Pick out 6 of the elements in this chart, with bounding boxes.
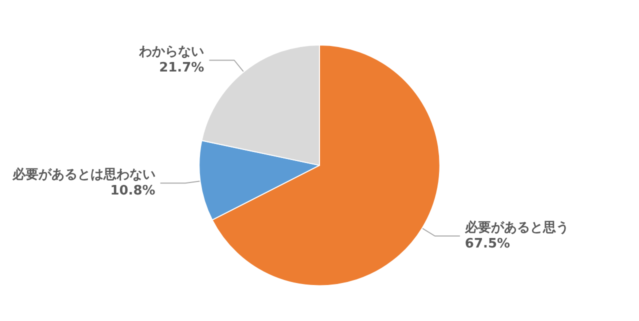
data-label: 67.5% [464,236,510,252]
slice-label: 必要があると思う [464,220,569,236]
slice-label: わからない [138,44,204,60]
data-label: 10.8% [110,184,156,199]
data-label: 21.7% [159,60,204,76]
slice-label: 必要があるとは思わない [11,166,156,183]
